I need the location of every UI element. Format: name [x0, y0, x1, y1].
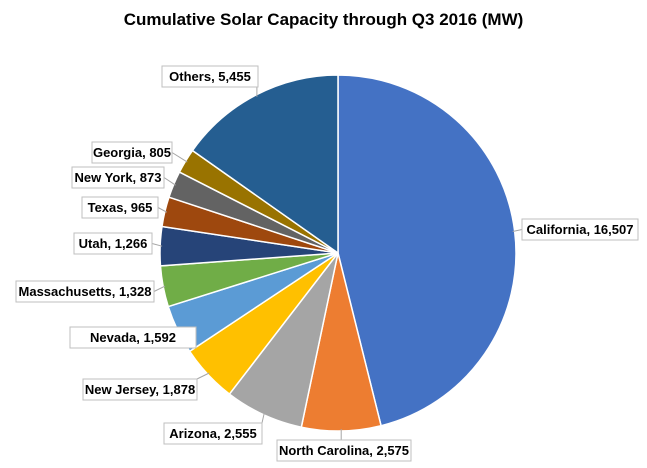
chart-title: Cumulative Solar Capacity through Q3 201…	[123, 10, 524, 29]
data-label-text: Arizona, 2,555	[169, 426, 256, 441]
leader-line-new-york	[163, 177, 176, 186]
data-label-others: Others, 5,455	[161, 65, 259, 88]
leader-line-texas	[157, 207, 168, 213]
data-label-text: North Carolina, 2,575	[279, 443, 409, 458]
pie-slice-others	[191, 74, 339, 255]
data-label-new-jersey: New Jersey, 1,878	[82, 378, 198, 401]
data-label-box	[81, 196, 159, 219]
leader-line-massachusetts	[153, 285, 166, 292]
data-label-nevada: Nevada, 1,592	[69, 326, 197, 349]
slices-layer	[159, 74, 517, 432]
data-label-utah: Utah, 1,266	[73, 232, 153, 255]
data-label-text: Utah, 1,266	[79, 236, 148, 251]
data-label-box	[15, 280, 155, 303]
data-label-text: Massachusetts, 1,328	[19, 284, 152, 299]
data-label-box	[161, 65, 259, 88]
leader-line-arizona	[261, 412, 265, 424]
data-label-box	[82, 378, 198, 401]
data-label-california: California, 16,507	[521, 218, 639, 241]
data-label-massachusetts: Massachusetts, 1,328	[15, 280, 155, 303]
labels-layer: California, 16,507 North Carolina, 2,575 A…	[15, 65, 639, 462]
data-label-box	[163, 422, 263, 445]
leader-line-georgia	[171, 152, 188, 163]
data-label-text: New Jersey, 1,878	[85, 382, 195, 397]
data-label-box	[73, 232, 153, 255]
data-label-arizona: Arizona, 2,555	[163, 422, 263, 445]
data-label-new-york: New York, 873	[71, 166, 165, 189]
data-label-box	[69, 326, 197, 349]
data-label-text: California, 16,507	[527, 222, 634, 237]
data-label-north-carolina: North Carolina, 2,575	[276, 439, 412, 462]
data-label-box	[91, 141, 173, 164]
data-label-text: Nevada, 1,592	[90, 330, 176, 345]
data-label-text: Others, 5,455	[169, 69, 251, 84]
data-label-text: Georgia, 805	[93, 145, 171, 160]
data-label-text: New York, 873	[75, 170, 162, 185]
data-label-box	[276, 439, 412, 462]
data-label-text: Texas, 965	[88, 200, 153, 215]
data-label-box	[71, 166, 165, 189]
data-label-georgia: Georgia, 805	[91, 141, 173, 164]
leader-line-utah	[151, 243, 163, 247]
leader-line-california	[512, 229, 523, 232]
data-label-box	[521, 218, 639, 241]
leader-line-new-jersey	[196, 372, 210, 380]
data-label-texas: Texas, 965	[81, 196, 159, 219]
